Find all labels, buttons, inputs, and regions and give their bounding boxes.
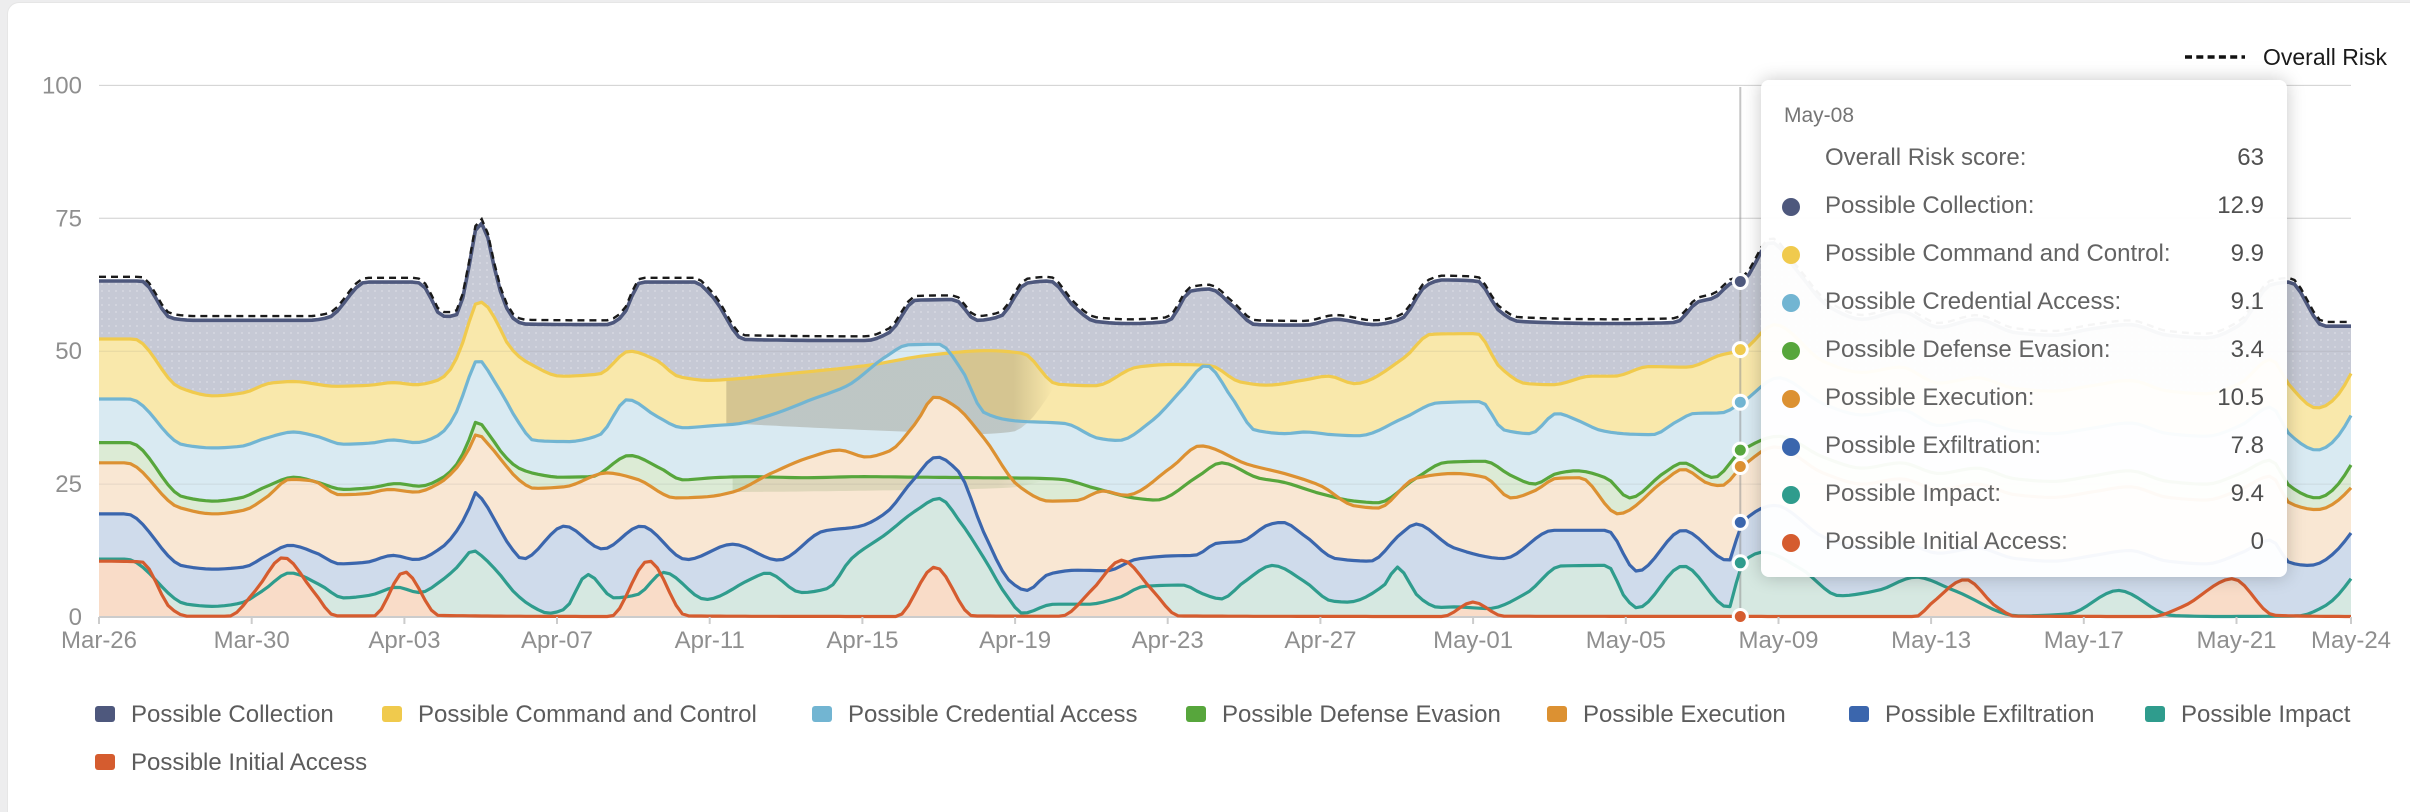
svg-text:May-09: May-09 <box>1738 627 1818 654</box>
svg-text:Apr-27: Apr-27 <box>1284 627 1356 654</box>
svg-text:May-01: May-01 <box>1433 627 1513 654</box>
svg-text:Apr-23: Apr-23 <box>1132 627 1204 654</box>
svg-text:May-24: May-24 <box>2311 627 2391 654</box>
svg-text:Apr-07: Apr-07 <box>521 627 593 654</box>
svg-text:25: 25 <box>55 471 82 498</box>
svg-text:Overall Risk: Overall Risk <box>2263 44 2387 70</box>
svg-text:75: 75 <box>55 205 82 232</box>
svg-text:Apr-11: Apr-11 <box>675 627 745 654</box>
svg-text:100: 100 <box>42 72 82 99</box>
svg-text:Mar-26: Mar-26 <box>61 627 137 654</box>
svg-text:May-17: May-17 <box>2044 627 2124 654</box>
svg-text:Possible Defense Evasion: Possible Defense Evasion <box>1222 701 1501 728</box>
svg-text:50: 50 <box>55 338 82 365</box>
svg-text:Apr-03: Apr-03 <box>368 627 440 654</box>
svg-text:Mar-30: Mar-30 <box>214 627 290 654</box>
svg-text:Possible Exfiltration: Possible Exfiltration <box>1885 701 2094 728</box>
svg-text:Possible Collection: Possible Collection <box>131 701 334 728</box>
svg-text:Possible Initial Access: Possible Initial Access <box>131 749 367 776</box>
svg-text:Possible Impact: Possible Impact <box>2181 701 2351 728</box>
svg-text:May-13: May-13 <box>1891 627 1971 654</box>
svg-text:Apr-19: Apr-19 <box>979 627 1051 654</box>
svg-text:0: 0 <box>69 604 82 631</box>
svg-text:May-21: May-21 <box>2196 627 2276 654</box>
svg-text:May-05: May-05 <box>1586 627 1666 654</box>
svg-text:Possible Execution: Possible Execution <box>1583 701 1786 728</box>
svg-text:Possible Command and Control: Possible Command and Control <box>418 701 757 728</box>
svg-text:Possible Credential Access: Possible Credential Access <box>848 701 1137 728</box>
svg-text:Apr-15: Apr-15 <box>826 627 898 654</box>
